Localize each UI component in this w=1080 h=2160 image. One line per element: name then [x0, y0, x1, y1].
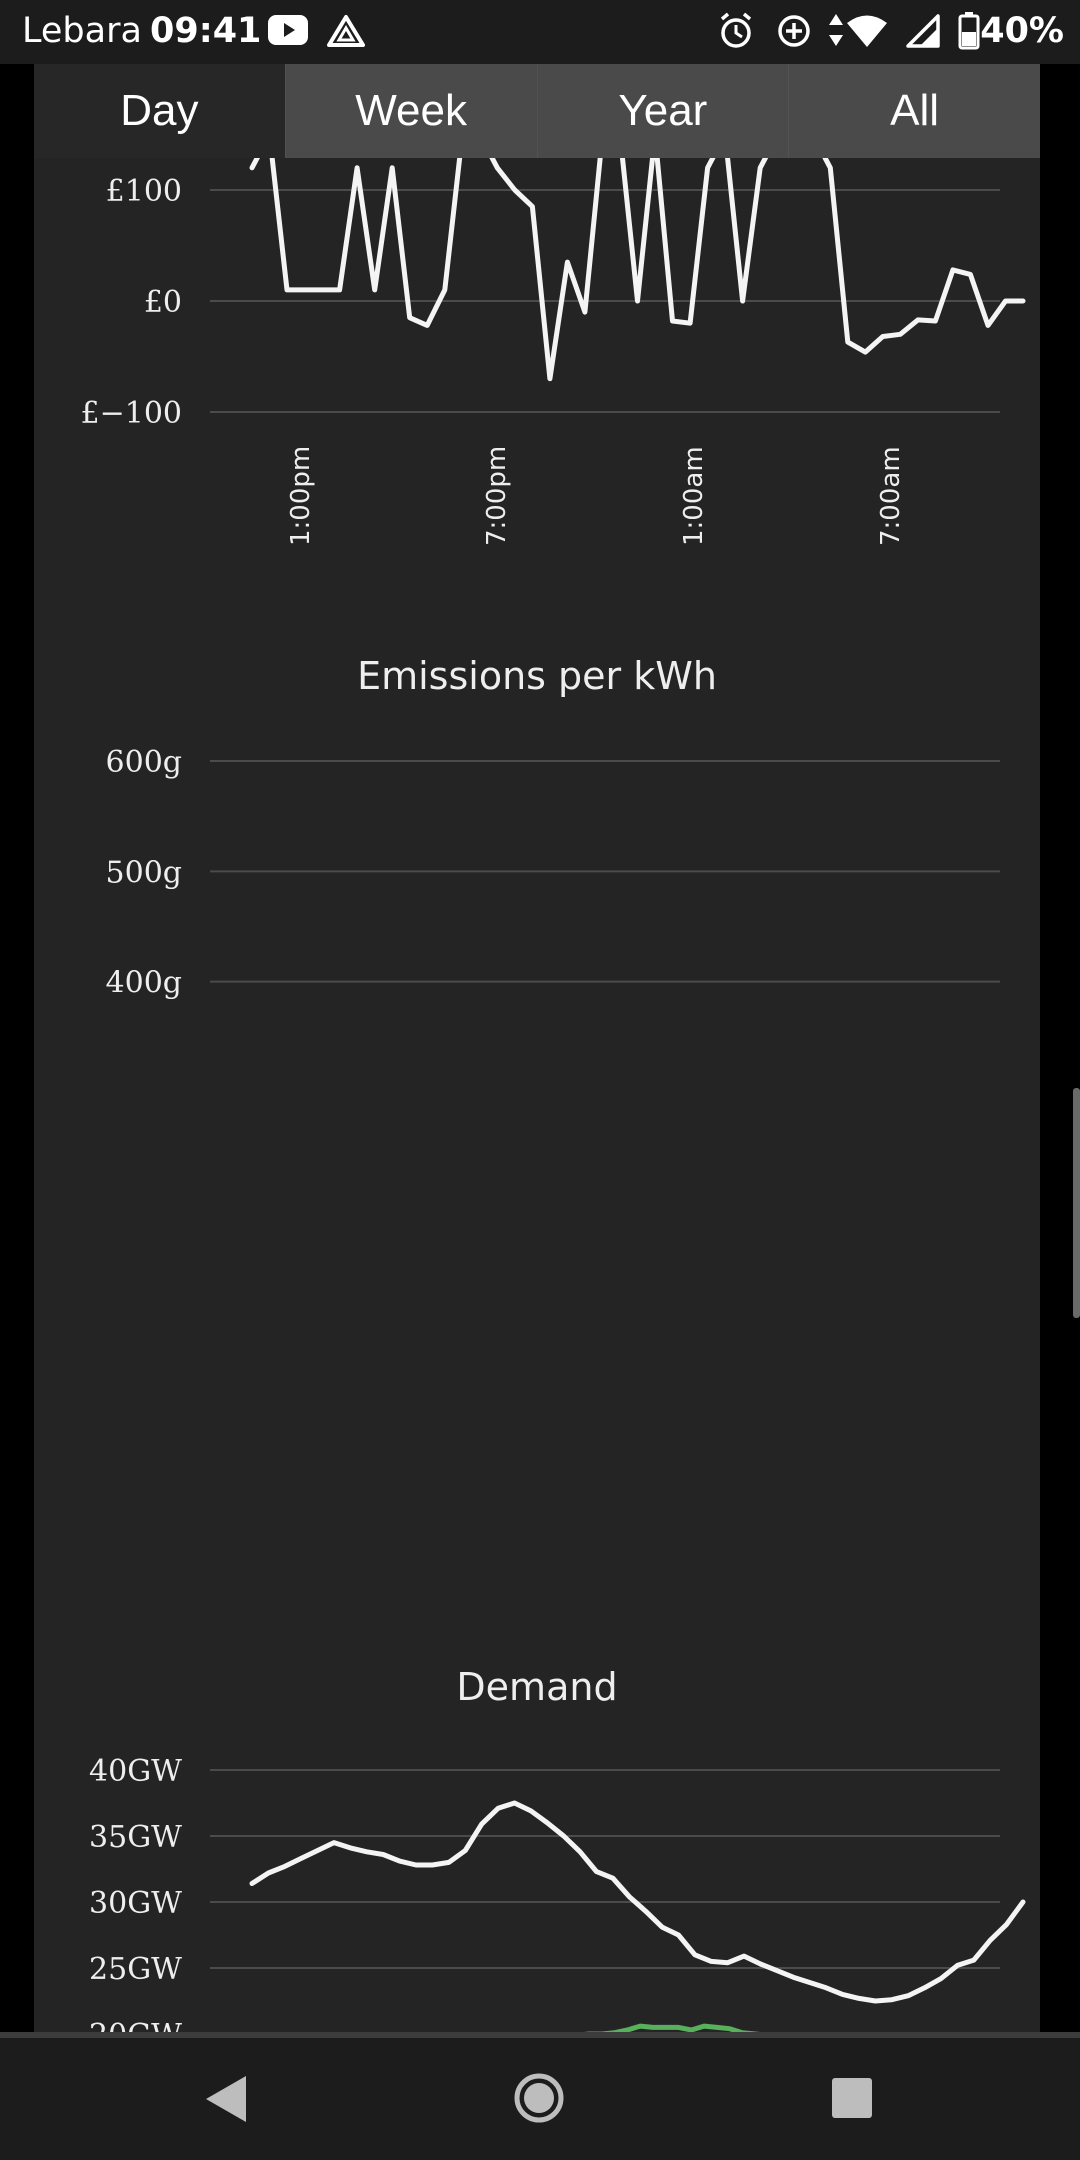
y-tick-label: 400g — [106, 966, 182, 1001]
home-button[interactable] — [513, 2072, 565, 2124]
demand-chart: Demand 40GW 35GW 30GW 25GW 20GW — [89, 1665, 1026, 2032]
y-tick-label: 600g — [106, 745, 182, 780]
y-tick-label: £100 — [106, 174, 182, 209]
y-tick-label: 30GW — [89, 1886, 182, 1921]
app-content[interactable]: £100 £0 £−100 1:00pm 7:00pm 1:00am 7:00am Emis… — [34, 64, 1040, 2032]
signal-icon — [906, 14, 940, 48]
y-tick-label: 20GW — [89, 2018, 182, 2032]
price-chart: £100 £0 £−100 1:00pm 7:00pm 1:00am 7:00am — [81, 158, 1026, 546]
youtube-icon — [268, 15, 308, 45]
tab-week[interactable]: Week — [284, 64, 537, 158]
battery-icon — [958, 12, 980, 50]
carrier-name: Lebara — [22, 11, 142, 51]
y-tick-label: 25GW — [89, 1952, 182, 1987]
x-tick-label: 7:00pm — [482, 446, 512, 546]
back-button[interactable] — [204, 2074, 248, 2124]
scrollbar[interactable] — [1073, 1088, 1080, 1318]
y-tick-label: £0 — [144, 285, 182, 320]
y-tick-label: 35GW — [89, 1820, 182, 1855]
emissions-chart: Emissions per kWh600g500g400g300g200g100… — [106, 654, 1000, 1001]
tab-day[interactable]: Day — [34, 64, 285, 158]
chart-title: Emissions per kWh — [357, 654, 717, 698]
x-tick-label: 7:00am — [876, 446, 906, 546]
nav-divider — [0, 2032, 1080, 2038]
y-tick-label: £−100 — [81, 396, 182, 431]
series-line — [583, 2023, 761, 2032]
battery-percent: 40% — [980, 11, 1064, 51]
period-tabs: Day Week Year All — [34, 64, 1040, 158]
y-tick-label: 40GW — [89, 1754, 182, 1789]
navigation-bar — [0, 2032, 1080, 2160]
data-arrows-icon — [829, 14, 843, 46]
status-time: 09:41 — [150, 11, 262, 51]
wifi-icon — [847, 15, 887, 47]
series-line — [249, 1800, 1026, 2004]
alarm-icon — [720, 12, 752, 48]
tab-all[interactable]: All — [788, 64, 1040, 158]
x-tick-label: 1:00am — [679, 446, 709, 546]
series-line — [249, 158, 1026, 382]
chart-title: Demand — [456, 1665, 617, 1709]
drive-icon — [327, 15, 365, 47]
recents-button[interactable] — [830, 2076, 874, 2120]
tab-year[interactable]: Year — [536, 64, 789, 158]
status-bar: Lebara 09:41 40% — [0, 0, 1080, 64]
data-saver-icon — [778, 15, 810, 47]
x-tick-label: 1:00pm — [286, 446, 316, 546]
y-tick-label: 500g — [106, 855, 182, 890]
